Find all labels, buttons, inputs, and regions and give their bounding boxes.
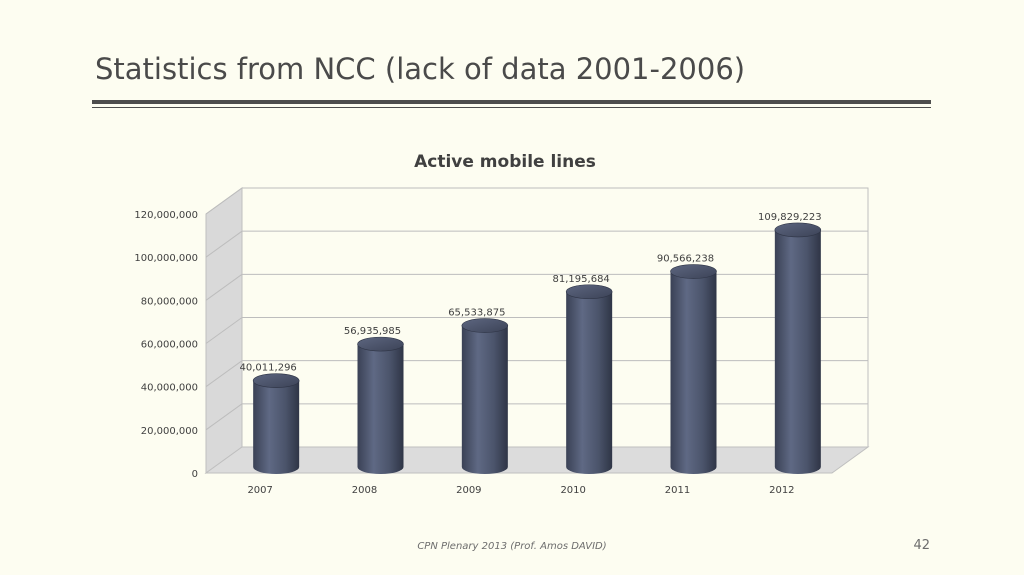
bar-cap	[461, 318, 509, 333]
x-tick-label: 2011	[665, 485, 690, 496]
gridline-side	[205, 230, 243, 258]
bar	[774, 222, 822, 474]
title-rule-thick	[92, 100, 931, 104]
y-tick-label: 0	[192, 469, 198, 480]
chart-title: Active mobile lines	[414, 152, 596, 172]
data-label: 56,935,985	[344, 326, 401, 337]
data-label: 81,195,684	[553, 274, 610, 285]
bar	[461, 318, 509, 474]
y-tick-label: 60,000,000	[141, 340, 198, 351]
gridline-side	[205, 360, 243, 388]
gridline-side	[205, 273, 243, 301]
y-tick-label: 80,000,000	[141, 296, 198, 307]
footer-text: CPN Plenary 2013 (Prof. Amos DAVID)	[417, 541, 607, 552]
bar	[357, 336, 404, 474]
bar-body	[253, 380, 300, 474]
gridline-side	[205, 403, 243, 431]
title-rule-thin	[92, 107, 931, 108]
y-tick-label: 120,000,000	[134, 210, 198, 221]
data-label: 40,011,296	[240, 363, 297, 374]
x-tick-label: 2012	[769, 485, 794, 496]
data-label: 109,829,223	[758, 212, 822, 223]
data-label: 90,566,238	[657, 254, 714, 265]
bar	[670, 264, 717, 474]
bar-body	[357, 344, 404, 474]
bar	[565, 284, 613, 474]
chart-floor	[204, 446, 870, 474]
bar-body	[670, 271, 717, 474]
x-tick-label: 2007	[247, 485, 272, 496]
bar-cap	[774, 222, 822, 238]
bar-cap	[670, 264, 717, 279]
bar-cap	[252, 373, 300, 388]
data-label: 65,533,875	[448, 308, 505, 319]
y-tick-label: 20,000,000	[141, 426, 198, 437]
y-tick-label: 40,000,000	[141, 383, 198, 394]
bar-body	[774, 229, 821, 474]
bar-body	[566, 291, 613, 474]
x-tick-label: 2008	[352, 485, 377, 496]
slide-title: Statistics from NCC (lack of data 2001-2…	[95, 52, 746, 86]
gridline-side	[205, 187, 243, 215]
y-tick-label: 100,000,000	[134, 253, 198, 264]
gridline-side	[205, 317, 243, 344]
bar-cap	[357, 336, 404, 352]
x-tick-label: 2010	[560, 485, 585, 496]
bar-cap	[565, 284, 613, 300]
x-tick-label: 2009	[456, 485, 481, 496]
page-number: 42	[913, 538, 930, 553]
bar-body	[461, 325, 508, 474]
bar	[252, 373, 300, 474]
